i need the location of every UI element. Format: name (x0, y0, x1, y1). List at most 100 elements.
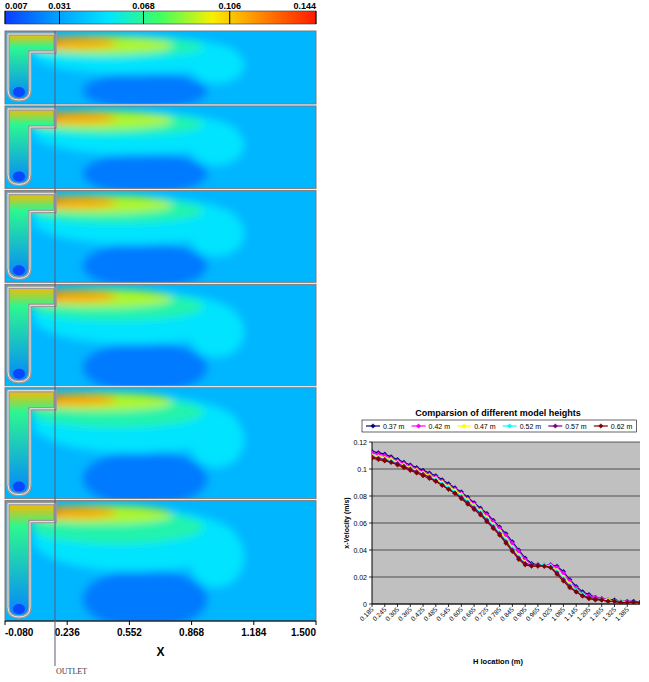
pipe (8, 504, 55, 617)
plume-lobe (188, 47, 244, 83)
x-axis-title: X (156, 645, 164, 659)
annotation: OUTLET (56, 667, 87, 676)
series-marker (453, 491, 458, 496)
legend-item: 0.47 m (457, 423, 496, 430)
x-tick (129, 621, 130, 625)
grid-line (372, 604, 640, 605)
low-velocity-zone (83, 451, 207, 499)
plume-lobe (188, 124, 244, 165)
x-tick-label: 0.236 (55, 627, 80, 638)
low-velocity-zone (83, 153, 207, 188)
x-axis (5, 621, 316, 622)
panel-frame (5, 31, 316, 104)
series-marker (638, 600, 640, 604)
plume-lobe (188, 527, 244, 587)
series-marker (568, 586, 573, 591)
series-marker (548, 565, 553, 570)
series-line (372, 458, 640, 602)
legend-label: 0.37 m (383, 423, 405, 430)
legend-label: 0.42 m (429, 423, 451, 430)
series-marker (612, 599, 617, 604)
legend-item: 0.42 m (412, 423, 451, 430)
pipe (8, 193, 55, 278)
series-marker (587, 596, 592, 601)
pipe-edge (8, 391, 55, 495)
series-marker (491, 526, 496, 531)
series-marker (599, 598, 604, 603)
pipe-bottom (13, 604, 25, 614)
pipe-bottom (13, 87, 25, 97)
y-tick-label: 0 (363, 601, 367, 608)
series-marker (561, 579, 566, 584)
x-tick (191, 621, 192, 625)
series-marker (402, 465, 407, 470)
colorbar-tick-label: 0.007 (5, 1, 28, 11)
legend-item: 0.37 m (366, 423, 405, 430)
contour-panel (5, 190, 316, 282)
figure: 0.0070.0310.0680.1060.144-0.0800.2360.55… (0, 0, 649, 682)
series-marker (440, 483, 445, 488)
series-marker (625, 600, 630, 604)
colorbar (5, 11, 316, 24)
series-marker (434, 479, 439, 484)
series-marker (612, 599, 617, 604)
series-marker (631, 600, 636, 604)
pipe-bottom (13, 171, 25, 181)
series-marker (516, 557, 521, 562)
y-tick-label: 0.06 (353, 520, 367, 527)
outlet-line (54, 31, 55, 666)
series-marker (485, 519, 490, 524)
series-marker (510, 549, 515, 554)
pipe-bottom (13, 369, 25, 379)
y-tick-label: 0.04 (353, 547, 367, 554)
series-marker (421, 473, 426, 478)
series-marker (593, 598, 598, 603)
legend-item: 0.52 m (503, 423, 542, 430)
series-marker (465, 502, 470, 507)
grid-line (372, 442, 640, 443)
legend-marker (507, 424, 512, 429)
colorbar-tick-label: 0.144 (293, 1, 316, 11)
x-tick (5, 621, 6, 625)
series-marker (612, 599, 617, 604)
contour-panel (5, 31, 316, 104)
y-axis (372, 442, 373, 604)
series-marker (542, 564, 547, 569)
series-marker (599, 598, 604, 603)
series-marker (372, 456, 374, 461)
series-marker (523, 563, 528, 568)
series-marker (638, 600, 640, 604)
series-marker (612, 599, 617, 604)
x-tick-label: 1.184 (241, 627, 266, 638)
series-marker (376, 457, 381, 462)
series-marker (459, 496, 464, 501)
series-marker (638, 600, 640, 604)
colorbar-tick (229, 11, 230, 24)
contour-panel (5, 388, 316, 499)
series-group (372, 449, 640, 604)
series-marker (497, 533, 502, 538)
contour-panel (5, 106, 316, 188)
series-marker (529, 564, 534, 569)
series-marker (504, 541, 509, 546)
legend-label: 0.57 m (565, 423, 587, 430)
legend-marker (553, 424, 558, 429)
x-tick-label: 1.385 (613, 605, 630, 622)
x-tick (67, 621, 68, 625)
pipe-bottom (13, 482, 25, 492)
series-marker (574, 590, 579, 595)
series-marker (631, 600, 636, 604)
pipe (8, 34, 55, 100)
colorbar-tick (59, 11, 60, 24)
series-marker (382, 459, 387, 464)
series-marker (555, 572, 560, 577)
series-marker (638, 600, 640, 604)
legend-box (362, 420, 636, 432)
pipe (8, 287, 55, 381)
series-marker (599, 598, 604, 603)
x-tick-label: 1.500 (291, 627, 316, 638)
series-marker (638, 600, 640, 604)
series-marker (619, 600, 624, 604)
plume-lobe (188, 412, 244, 467)
series-marker (542, 564, 547, 569)
